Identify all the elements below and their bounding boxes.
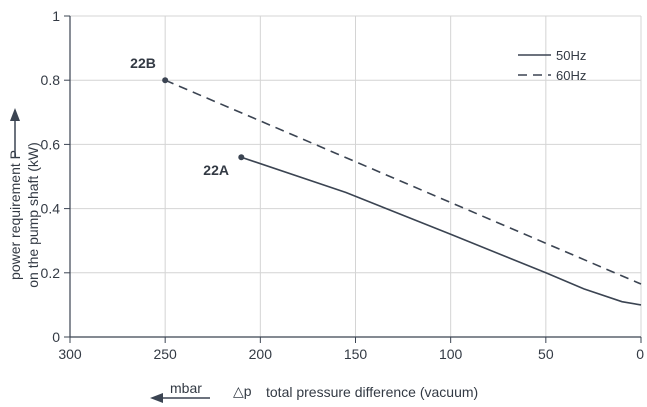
y-axis-label-line2: on the pump shaft (kW) xyxy=(25,142,41,288)
x-axis-label: total pressure difference (vacuum) xyxy=(266,384,478,400)
legend-label-60Hz: 60Hz xyxy=(556,68,586,83)
series-line-50Hz xyxy=(241,156,642,306)
y-tick-label-4: 0.8 xyxy=(41,72,61,88)
x-tick-label-0: 300 xyxy=(58,346,82,362)
x-tick-label-5: 50 xyxy=(538,346,554,362)
labels-layer: 22A 22B xyxy=(130,55,229,178)
y-tick-label-2: 0.4 xyxy=(41,201,61,217)
y-tick-label-3: 0.6 xyxy=(41,136,61,152)
x-tick-label-2: 200 xyxy=(249,346,273,362)
legend-label-50Hz: 50Hz xyxy=(556,48,586,63)
y-tick-label-0: 0 xyxy=(52,329,60,345)
y-axis-label: power requirement P on the pump shaft (k… xyxy=(7,142,41,288)
x-axis-arrow xyxy=(150,393,210,403)
x-axis-symbol: △p xyxy=(233,383,252,399)
x-tick-label-3: 150 xyxy=(344,346,368,362)
x-axis-unit: mbar xyxy=(170,380,202,396)
x-tick-label-6: 0 xyxy=(636,346,644,362)
y-axis-label-line1: power requirement P xyxy=(7,150,23,280)
legend: 50Hz 60Hz xyxy=(518,48,586,83)
y-axis-arrow xyxy=(10,108,20,158)
point-label-22B: 22B xyxy=(130,55,156,71)
x-tick-label-1: 250 xyxy=(153,346,177,362)
x-tick-label-4: 100 xyxy=(439,346,463,362)
series-endpoint-22A xyxy=(238,154,245,161)
y-tick-label-1: 0.2 xyxy=(41,265,61,281)
series-line-60Hz xyxy=(164,79,642,285)
series-endpoint-22B xyxy=(162,77,169,84)
y-tick-label-5: 1 xyxy=(52,8,60,24)
series-layer xyxy=(162,77,642,306)
axes: 300 250 200 150 100 50 0 0 0.2 0.4 0.6 0.8 1 xyxy=(41,8,645,362)
point-label-22A: 22A xyxy=(203,162,229,178)
